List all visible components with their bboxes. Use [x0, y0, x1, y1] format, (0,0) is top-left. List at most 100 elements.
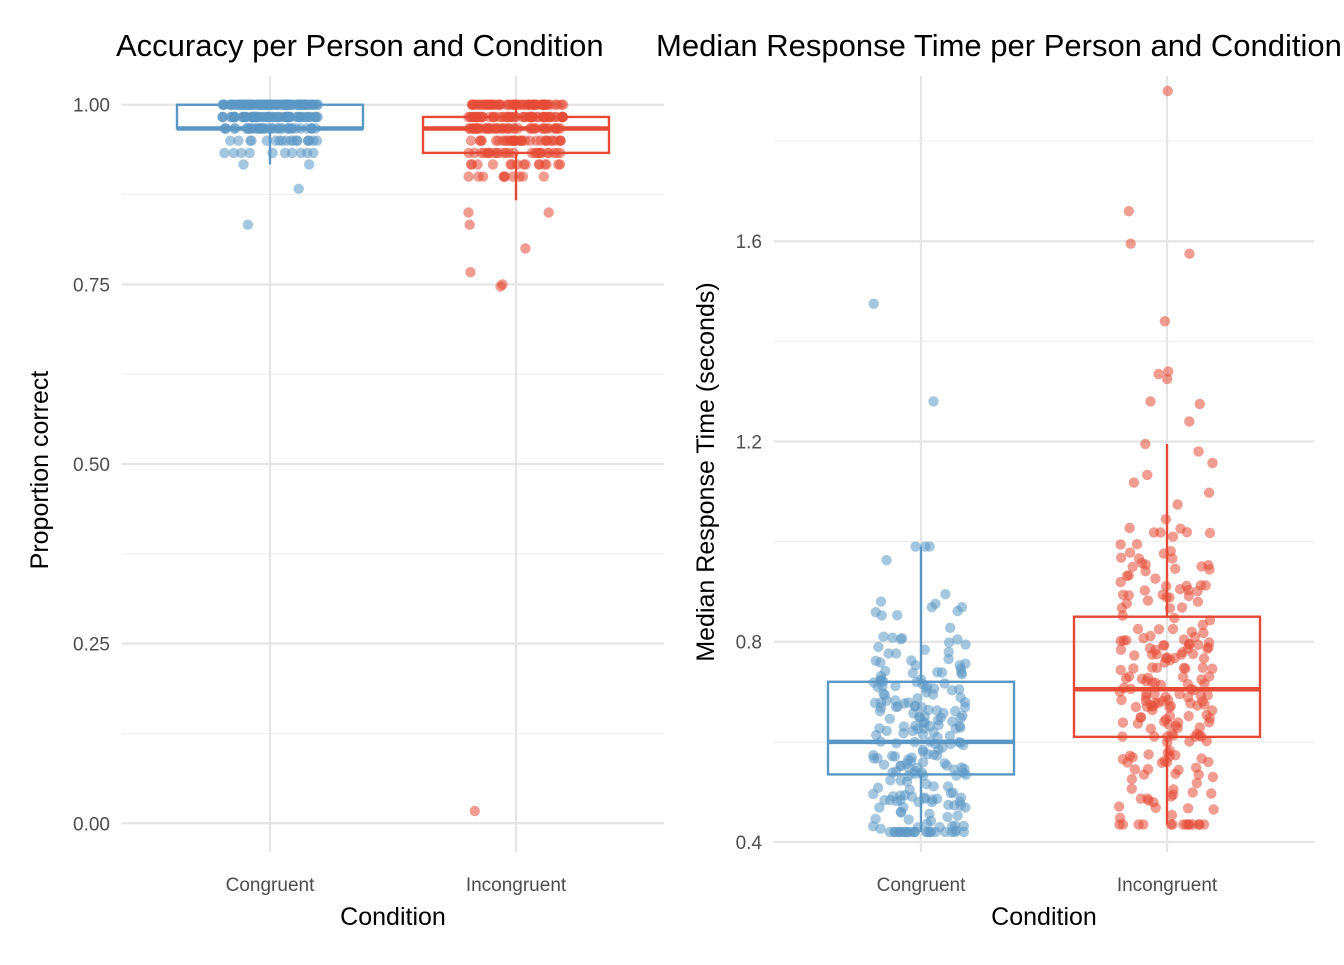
data-point — [1117, 717, 1129, 728]
x-tick-label: Congruent — [226, 875, 315, 896]
points-congruent — [868, 298, 972, 838]
data-point — [906, 826, 918, 838]
data-point — [506, 159, 518, 170]
data-point — [228, 147, 239, 159]
data-point — [1182, 692, 1194, 703]
data-point — [1208, 804, 1219, 815]
data-point — [890, 766, 902, 777]
data-point — [891, 738, 902, 749]
data-point — [887, 750, 898, 762]
data-point — [464, 219, 475, 230]
data-point — [959, 763, 970, 774]
data-point — [884, 713, 895, 724]
data-point — [1174, 688, 1185, 700]
points-incongruent — [463, 99, 569, 817]
data-point — [943, 646, 954, 658]
data-point — [1135, 712, 1147, 723]
data-point — [944, 730, 956, 742]
data-point — [1192, 596, 1204, 607]
accuracy-y-axis-title: Proportion correct — [26, 371, 54, 570]
data-point — [1166, 809, 1178, 821]
data-point — [272, 111, 284, 123]
data-point — [906, 791, 918, 802]
data-point — [271, 99, 283, 110]
data-point — [311, 135, 323, 146]
data-point — [233, 135, 244, 146]
data-point — [956, 667, 967, 678]
data-point — [1159, 657, 1171, 668]
data-point — [557, 111, 568, 123]
data-point — [1196, 561, 1207, 572]
y-tick-label: 1.6 — [736, 232, 762, 253]
data-point — [301, 111, 313, 123]
data-point — [955, 792, 967, 803]
data-point — [1193, 446, 1204, 457]
data-point — [465, 267, 476, 278]
data-point — [883, 648, 894, 659]
data-point — [1140, 438, 1151, 450]
data-point — [1121, 598, 1133, 609]
y-tick-label: 0.25 — [73, 635, 110, 656]
data-point — [225, 135, 236, 146]
data-point — [556, 99, 567, 110]
data-point — [1148, 527, 1160, 538]
data-point — [229, 123, 240, 134]
data-point — [1206, 788, 1217, 799]
data-point — [1159, 640, 1170, 651]
data-point — [917, 678, 928, 690]
data-point — [507, 135, 519, 146]
data-point — [890, 680, 901, 692]
data-point — [1115, 539, 1126, 550]
data-point — [1207, 771, 1219, 783]
data-point — [487, 159, 499, 170]
data-point — [299, 99, 310, 110]
accuracy-points — [217, 99, 569, 817]
data-point — [960, 639, 971, 650]
data-point — [304, 135, 315, 146]
data-point — [918, 757, 929, 768]
data-point — [1172, 499, 1183, 510]
data-point — [1133, 819, 1144, 830]
data-point — [945, 787, 956, 799]
data-point — [940, 826, 951, 838]
data-point — [1117, 589, 1129, 600]
data-point — [1167, 623, 1179, 635]
data-point — [919, 717, 930, 728]
data-point — [1188, 685, 1200, 696]
points-incongruent — [1113, 85, 1219, 830]
data-point — [288, 135, 299, 146]
data-point — [1186, 626, 1197, 637]
y-tick-label: 0.50 — [73, 455, 110, 476]
data-point — [236, 147, 247, 159]
data-point — [1143, 749, 1154, 760]
data-point — [1169, 652, 1180, 664]
data-point — [928, 781, 939, 792]
data-point — [1207, 457, 1218, 469]
data-point — [878, 759, 890, 770]
data-point — [500, 147, 511, 159]
data-point — [1165, 819, 1177, 830]
data-point — [536, 147, 547, 159]
data-point — [1164, 702, 1175, 713]
data-point — [1113, 801, 1125, 812]
data-point — [260, 99, 271, 110]
data-point — [873, 641, 884, 653]
data-point — [881, 695, 892, 706]
data-point — [1165, 546, 1177, 557]
data-point — [923, 704, 934, 716]
data-point — [1191, 777, 1203, 789]
x-tick-label: Congruent — [877, 875, 966, 896]
data-point — [878, 631, 889, 642]
data-point — [217, 111, 228, 123]
data-point — [1128, 477, 1140, 488]
data-point — [868, 298, 879, 309]
data-point — [1153, 624, 1165, 635]
response-time-x-axis-title: Condition — [991, 903, 1097, 931]
data-point — [517, 111, 528, 123]
data-point — [907, 667, 918, 679]
data-point — [246, 99, 257, 110]
data-point — [1142, 469, 1153, 481]
data-point — [1184, 248, 1195, 259]
data-point — [910, 541, 921, 552]
